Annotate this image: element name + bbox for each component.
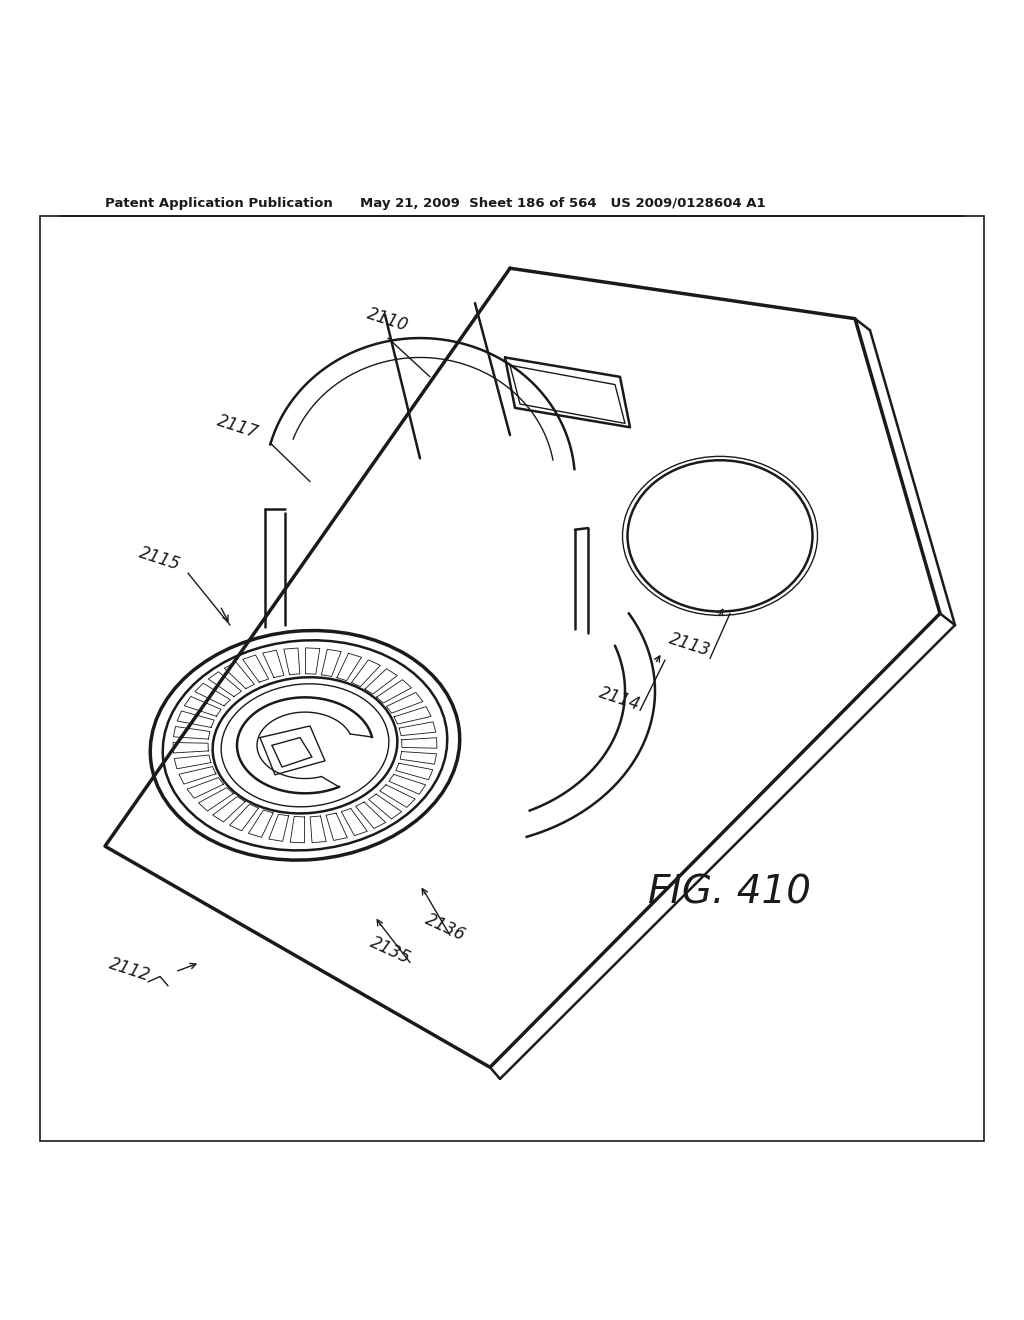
Text: 2113: 2113 <box>667 630 713 660</box>
Text: 2117: 2117 <box>215 412 261 442</box>
Text: 2110: 2110 <box>365 305 411 335</box>
Text: FIG. 410: FIG. 410 <box>648 874 811 912</box>
Text: 2136: 2136 <box>422 911 468 945</box>
Text: 2115: 2115 <box>137 544 183 574</box>
Text: 2112: 2112 <box>108 956 153 986</box>
Text: 2114: 2114 <box>597 684 643 714</box>
Text: 2135: 2135 <box>367 933 413 968</box>
Text: Patent Application Publication: Patent Application Publication <box>105 198 333 210</box>
Text: May 21, 2009  Sheet 186 of 564   US 2009/0128604 A1: May 21, 2009 Sheet 186 of 564 US 2009/01… <box>360 198 766 210</box>
